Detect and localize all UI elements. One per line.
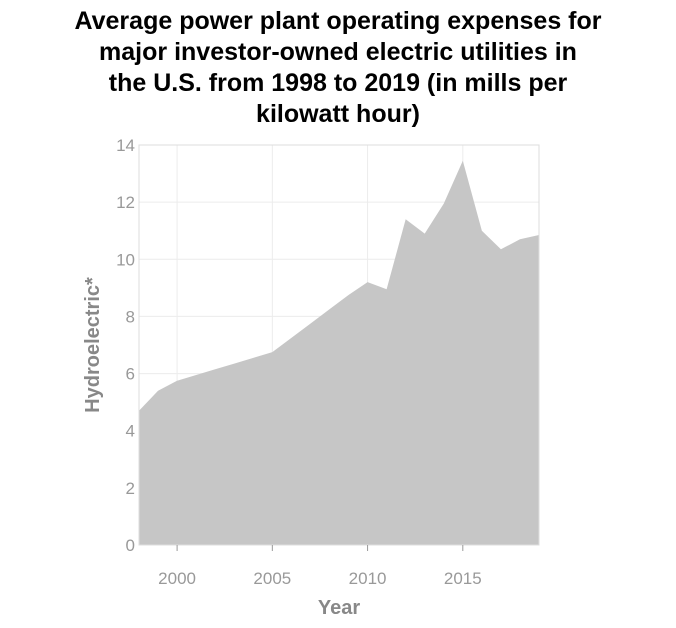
- x-tick-label: 2015: [444, 569, 482, 588]
- x-tick-label: 2005: [253, 569, 291, 588]
- chart-title: Average power plant operating expenses f…: [0, 6, 676, 130]
- x-tick-label: 2000: [158, 569, 196, 588]
- y-axis-ticks: 0 2 4 6 8 10 12 14: [116, 136, 135, 555]
- y-tick-label: 14: [116, 136, 135, 155]
- chart-title-line-2: major investor-owned electric utilities …: [99, 38, 577, 66]
- plot-frame: [138, 144, 540, 546]
- chart-title-line-4: kilowatt hour): [256, 100, 420, 128]
- y-tick-label: 6: [126, 365, 135, 384]
- y-axis-title: Hydroelectric*: [82, 277, 104, 413]
- y-tick-label: 2: [126, 479, 135, 498]
- y-tick-label: 8: [126, 307, 135, 326]
- y-tick-label: 4: [126, 422, 135, 441]
- y-tick-label: 10: [116, 250, 135, 269]
- x-axis-ticks: 2000 2005 2010 2015: [158, 545, 482, 588]
- area-series: [139, 160, 539, 545]
- x-axis-title: Year: [318, 597, 360, 619]
- x-tick-label: 2010: [349, 569, 387, 588]
- chart-title-line-1: Average power plant operating expenses f…: [74, 7, 602, 35]
- y-tick-label: 12: [116, 193, 135, 212]
- chart-title-line-3: the U.S. from 1998 to 2019 (in mills per: [108, 69, 568, 97]
- y-tick-label: 0: [126, 536, 135, 555]
